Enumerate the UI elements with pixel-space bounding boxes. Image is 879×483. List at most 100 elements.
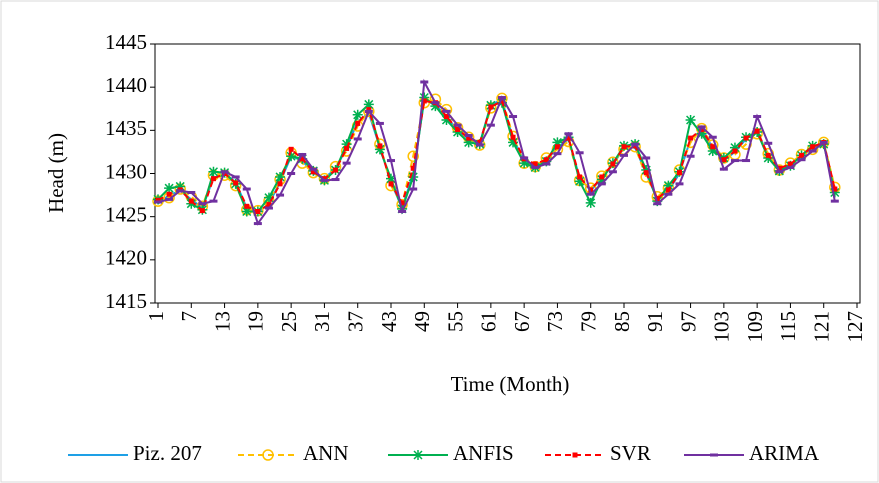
marker	[710, 144, 716, 150]
marker	[475, 143, 484, 147]
marker	[209, 199, 218, 203]
y-tick-label: 1420	[105, 246, 147, 270]
x-tick-label: 25	[277, 311, 301, 332]
marker	[455, 126, 461, 132]
marker	[364, 109, 373, 113]
x-tick-label: 91	[643, 311, 667, 332]
marker	[286, 151, 297, 162]
legend-item: Piz. 207	[68, 441, 202, 465]
marker	[262, 449, 274, 461]
marker	[730, 159, 739, 163]
marker	[464, 134, 473, 138]
y-axis-title: Head (m)	[44, 133, 68, 213]
marker	[596, 174, 607, 185]
marker	[231, 175, 240, 179]
marker	[799, 152, 805, 158]
marker	[155, 197, 161, 203]
marker	[685, 114, 696, 125]
marker	[707, 146, 718, 157]
marker	[333, 167, 339, 173]
marker	[387, 159, 395, 163]
marker	[366, 107, 372, 113]
x-tick-label: 13	[210, 311, 234, 332]
marker	[830, 199, 839, 203]
marker	[497, 96, 506, 100]
marker	[676, 170, 682, 176]
marker	[388, 181, 394, 187]
marker	[585, 197, 596, 208]
marker	[344, 145, 350, 151]
marker	[519, 158, 530, 169]
marker	[375, 121, 384, 125]
legend-label: ANN	[303, 441, 349, 465]
marker	[363, 99, 374, 110]
x-tick-label: 79	[577, 311, 601, 332]
marker	[410, 165, 416, 171]
marker	[742, 159, 751, 163]
marker	[277, 181, 283, 187]
marker	[754, 128, 760, 134]
marker	[263, 192, 274, 203]
marker	[597, 182, 606, 186]
marker	[531, 165, 540, 169]
marker	[431, 101, 440, 105]
marker	[154, 200, 162, 204]
marker	[686, 154, 695, 158]
marker	[210, 176, 216, 182]
legend-label: Piz. 207	[133, 441, 202, 465]
marker	[165, 197, 174, 201]
marker	[719, 167, 728, 171]
marker	[355, 120, 361, 126]
marker	[233, 180, 239, 186]
marker	[320, 178, 329, 182]
marker	[552, 137, 563, 148]
marker	[543, 157, 549, 163]
marker	[753, 115, 762, 119]
marker	[408, 171, 419, 182]
marker	[342, 161, 351, 165]
x-tick-label: 97	[676, 311, 700, 332]
marker	[276, 193, 285, 197]
marker	[710, 453, 718, 457]
marker	[164, 183, 175, 194]
marker	[430, 101, 441, 112]
x-tick-label: 85	[610, 311, 634, 332]
y-tick-label: 1425	[105, 202, 147, 226]
marker	[299, 156, 305, 162]
marker	[353, 137, 362, 141]
x-tick-label: 109	[743, 311, 767, 343]
marker	[452, 127, 463, 138]
marker	[220, 170, 229, 174]
marker	[208, 166, 219, 177]
y-tick-label: 1440	[105, 73, 147, 97]
legend-item: ANN	[238, 441, 349, 465]
x-tick-label: 31	[310, 311, 334, 332]
marker	[244, 203, 250, 209]
marker	[166, 191, 172, 197]
x-tick-label: 73	[543, 311, 567, 332]
legend-label: ARIMA	[749, 441, 820, 465]
marker	[275, 171, 286, 182]
x-tick-label: 19	[244, 311, 268, 332]
x-tick-label: 67	[510, 311, 534, 332]
marker	[266, 202, 272, 208]
marker	[553, 152, 562, 156]
marker	[688, 135, 694, 141]
marker	[352, 109, 363, 120]
marker	[419, 92, 430, 103]
marker	[566, 135, 572, 141]
marker	[486, 123, 495, 127]
legend-label: SVR	[610, 441, 651, 465]
marker	[829, 187, 840, 198]
x-tick-label: 121	[810, 311, 834, 343]
marker	[708, 135, 717, 139]
y-tick-label: 1430	[105, 159, 147, 183]
marker	[643, 170, 649, 176]
y-tick-label: 1415	[105, 289, 147, 313]
marker	[309, 167, 318, 171]
marker	[786, 165, 795, 169]
marker	[588, 187, 594, 193]
marker	[466, 135, 472, 141]
x-tick-label: 61	[477, 311, 501, 332]
